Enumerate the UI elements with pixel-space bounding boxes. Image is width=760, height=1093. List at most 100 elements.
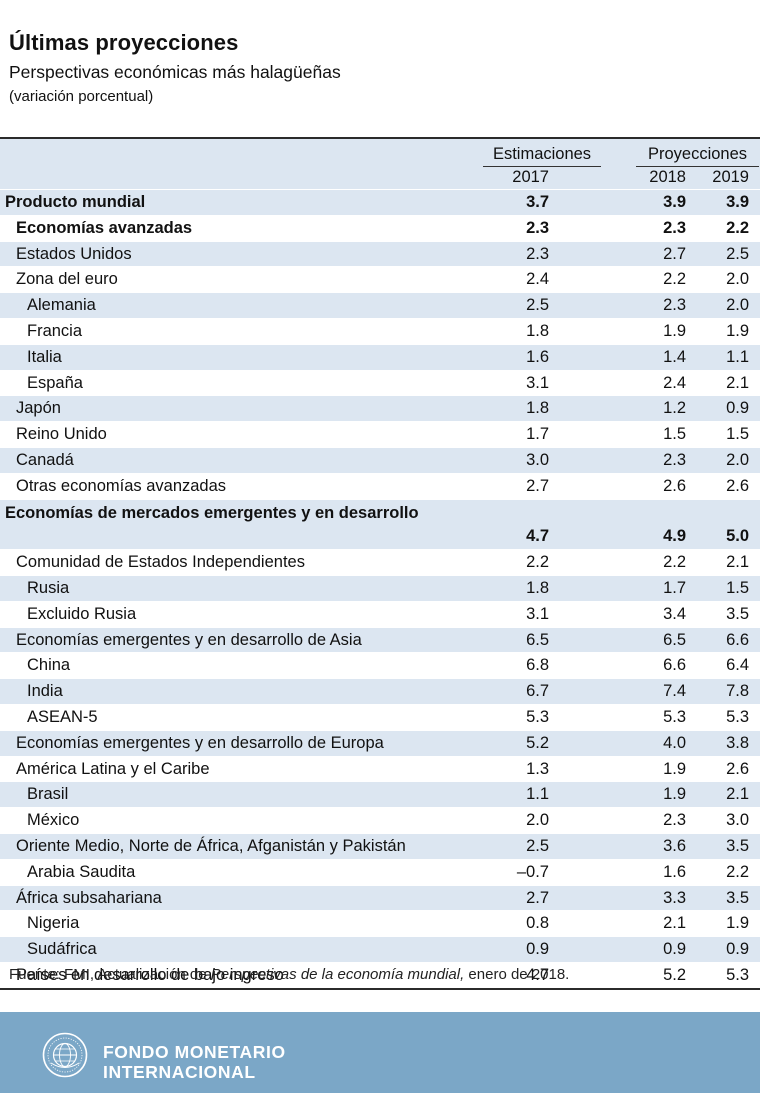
row-label: Oriente Medio, Norte de África, Afganist… xyxy=(16,836,406,855)
year-header-2019: 2019 xyxy=(712,168,749,186)
row-label: México xyxy=(27,811,80,830)
value-2017: 2.2 xyxy=(526,553,549,572)
value-2019: 1.9 xyxy=(726,914,749,933)
value-2017: 3.1 xyxy=(526,604,549,623)
value-2019: 3.0 xyxy=(726,811,749,830)
value-2018: 4.0 xyxy=(663,733,686,752)
org-name-line-2: INTERNACIONAL xyxy=(103,1062,256,1082)
value-2018: 1.9 xyxy=(663,759,686,778)
table-row: Oriente Medio, Norte de África, Afganist… xyxy=(0,832,760,859)
row-label: Canadá xyxy=(16,450,74,469)
source-publication: Perspectivas de la economía mundial, xyxy=(210,966,465,983)
value-2018: 6.5 xyxy=(663,630,686,649)
table-row: China 6.8 6.6 6.4 xyxy=(0,652,760,678)
row-label: Economías emergentes y en desarrollo de … xyxy=(16,630,362,649)
value-2019: 0.9 xyxy=(726,399,749,418)
row-label: Japón xyxy=(16,399,61,418)
value-2018: 2.1 xyxy=(663,914,686,933)
value-2017: 5.2 xyxy=(526,733,549,752)
row-label: ASEAN-5 xyxy=(27,707,98,726)
row-label: Otras economías avanzadas xyxy=(16,476,227,495)
value-2018: 1.5 xyxy=(663,425,686,444)
row-label: Comunidad de Estados Independientes xyxy=(16,553,305,572)
value-2017: 2.3 xyxy=(526,218,549,237)
value-2017: –0.7 xyxy=(516,862,549,881)
row-label: Países en desarrollo de bajo ingreso xyxy=(16,965,284,984)
table-row: Economías emergentes y en desarrollo de … xyxy=(0,729,760,756)
row-label: Alemania xyxy=(27,296,96,315)
subtitle: Perspectivas económicas más halagüeñas xyxy=(9,62,341,82)
table-row: Economías de mercados emergentes y en de… xyxy=(0,498,760,550)
table-row: América Latina y el Caribe 1.3 1.9 2.6 xyxy=(0,755,760,782)
source-suffix: enero de 2018. xyxy=(464,966,570,983)
row-label: Excluido Rusia xyxy=(27,604,137,623)
value-2018: 1.7 xyxy=(663,578,686,597)
table-row: Zona del euro 2.4 2.2 2.0 xyxy=(0,266,760,292)
table-row: Comunidad de Estados Independientes 2.2 2.… xyxy=(0,549,760,575)
value-2018: 3.4 xyxy=(663,604,686,623)
table-row: Canadá 3.0 2.3 2.0 xyxy=(0,446,760,473)
row-label: Brasil xyxy=(27,785,69,804)
source-note: Fuente: FMI, Actualización de Perspectiv… xyxy=(9,966,569,983)
value-2019: 0.9 xyxy=(726,940,749,959)
row-label: China xyxy=(27,656,71,675)
value-2019: 1.5 xyxy=(726,578,749,597)
value-2019: 2.0 xyxy=(726,296,749,315)
value-2017: 4.7 xyxy=(526,965,549,984)
value-2019: 2.1 xyxy=(726,785,749,804)
value-2019: 2.0 xyxy=(726,270,749,289)
row-label: India xyxy=(27,682,63,701)
value-2018: 1.6 xyxy=(663,862,686,881)
value-2019: 2.1 xyxy=(726,553,749,572)
page-title: Últimas proyecciones xyxy=(9,30,239,55)
table-row: India 6.7 7.4 7.8 xyxy=(0,678,760,704)
value-2018: 1.2 xyxy=(663,399,686,418)
estimates-group-header: Estimaciones xyxy=(483,145,601,167)
value-2017: 4.7 xyxy=(526,526,549,545)
value-2017: 1.8 xyxy=(526,578,549,597)
value-2017: 1.8 xyxy=(526,321,549,340)
value-2017: 1.8 xyxy=(526,399,549,418)
value-2017: 2.3 xyxy=(526,244,549,263)
value-2019: 1.1 xyxy=(726,347,749,366)
table-header: Estimaciones Proyecciones 2017 2018 2019 xyxy=(0,139,760,189)
value-2018: 2.7 xyxy=(663,244,686,263)
row-label: Arabia Saudita xyxy=(27,862,136,881)
value-2017: 0.9 xyxy=(526,940,549,959)
table-row: Reino Unido 1.7 1.5 1.5 xyxy=(0,421,760,447)
row-label: Sudáfrica xyxy=(27,940,97,959)
value-2019: 6.4 xyxy=(726,656,749,675)
table-row: Estados Unidos 2.3 2.7 2.5 xyxy=(0,240,760,267)
value-2019: 7.8 xyxy=(726,682,749,701)
row-label: Rusia xyxy=(27,578,70,597)
projections-table: Estimaciones Proyecciones 2017 2018 2019… xyxy=(0,137,760,990)
table-row: Economías avanzadas 2.3 2.3 2.2 xyxy=(0,214,760,241)
value-2019: 2.5 xyxy=(726,244,749,263)
year-header-2018: 2018 xyxy=(649,168,686,186)
table-row: Otras economías avanzadas 2.7 2.6 2.6 xyxy=(0,472,760,499)
row-label: Nigeria xyxy=(27,914,80,933)
units-note: (variación porcentual) xyxy=(9,88,154,105)
value-2019: 2.6 xyxy=(726,759,749,778)
value-2017: 2.5 xyxy=(526,836,549,855)
value-2017: 5.3 xyxy=(526,707,549,726)
value-2018: 3.3 xyxy=(663,888,686,907)
value-2018: 6.6 xyxy=(663,656,686,675)
value-2018: 5.3 xyxy=(663,707,686,726)
table-row: Excluido Rusia 3.1 3.4 3.5 xyxy=(0,600,760,627)
value-2018: 5.2 xyxy=(663,965,686,984)
table-row: México 2.0 2.3 3.0 xyxy=(0,807,760,833)
value-2019: 5.0 xyxy=(726,526,749,545)
value-2017: 6.8 xyxy=(526,656,549,675)
value-2019: 2.2 xyxy=(726,862,749,881)
org-name-line-1: FONDO MONETARIO xyxy=(103,1042,286,1062)
value-2018: 1.9 xyxy=(663,321,686,340)
value-2019: 1.9 xyxy=(726,321,749,340)
row-label: Economías emergentes y en desarrollo de … xyxy=(16,733,384,752)
table-row: Brasil 1.1 1.9 2.1 xyxy=(0,781,760,808)
org-name: FONDO MONETARIO INTERNACIONAL xyxy=(103,1042,286,1082)
value-2017: 2.7 xyxy=(526,476,549,495)
value-2018: 2.3 xyxy=(663,296,686,315)
value-2017: 3.7 xyxy=(526,193,549,211)
year-header-2017: 2017 xyxy=(512,168,549,186)
